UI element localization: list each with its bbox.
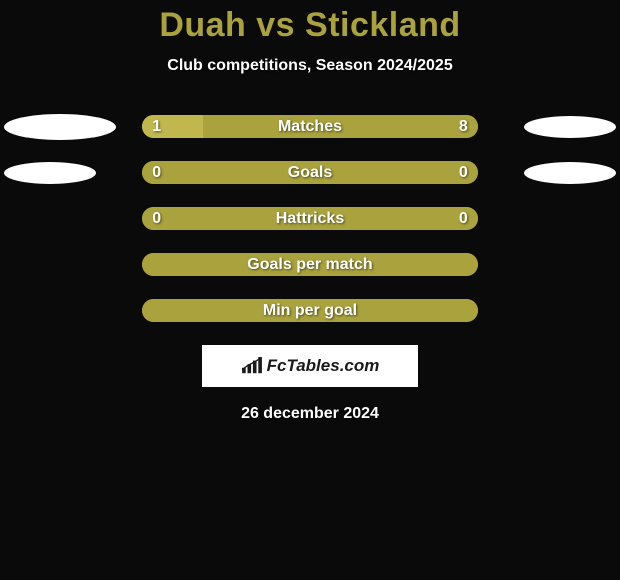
- stat-bar: Hattricks0 0: [142, 207, 478, 230]
- stat-value-left: 0: [152, 161, 161, 184]
- stat-value-left: 1: [152, 115, 161, 138]
- stat-bar: Goals per match: [142, 253, 478, 276]
- stat-row: Goals per match: [0, 253, 620, 276]
- page-subtitle: Club competitions, Season 2024/2025: [0, 57, 620, 75]
- player-right-oval: [524, 162, 616, 184]
- stat-label: Hattricks: [142, 207, 478, 230]
- stats-stage: Matches18Goals00Hattricks00Goals per mat…: [0, 115, 620, 423]
- stat-value-right: 8: [459, 115, 468, 138]
- page-title: Duah vs Stickland: [0, 0, 620, 45]
- player-right-oval: [524, 116, 616, 138]
- stat-label: Matches: [142, 115, 478, 138]
- stat-row: Min per goal: [0, 299, 620, 322]
- stat-label: Goals: [142, 161, 478, 184]
- stat-bar: Matches1 8: [142, 115, 478, 138]
- row-left-slot: [0, 114, 142, 140]
- stat-bar: Min per goal: [142, 299, 478, 322]
- bar-chart-icon: [241, 357, 263, 375]
- stat-row: Matches1 8: [0, 115, 620, 138]
- row-right-slot: [478, 116, 620, 138]
- player-left-oval: [4, 162, 96, 184]
- stat-label: Goals per match: [142, 253, 478, 276]
- date-text: 26 december 2024: [0, 405, 620, 423]
- stat-value-right: 0: [459, 161, 468, 184]
- stat-value-right: 0: [459, 207, 468, 230]
- brand-text: FcTables.com: [267, 356, 380, 376]
- stat-label: Min per goal: [142, 299, 478, 322]
- row-left-slot: [0, 162, 142, 184]
- brand-badge: FcTables.com: [202, 345, 418, 387]
- stat-value-left: 0: [152, 207, 161, 230]
- stat-row: Goals0 0: [0, 161, 620, 184]
- player-left-oval: [4, 114, 116, 140]
- row-right-slot: [478, 162, 620, 184]
- stat-row: Hattricks0 0: [0, 207, 620, 230]
- stat-bar: Goals0 0: [142, 161, 478, 184]
- infographic-root: Duah vs Stickland Club competitions, Sea…: [0, 0, 620, 580]
